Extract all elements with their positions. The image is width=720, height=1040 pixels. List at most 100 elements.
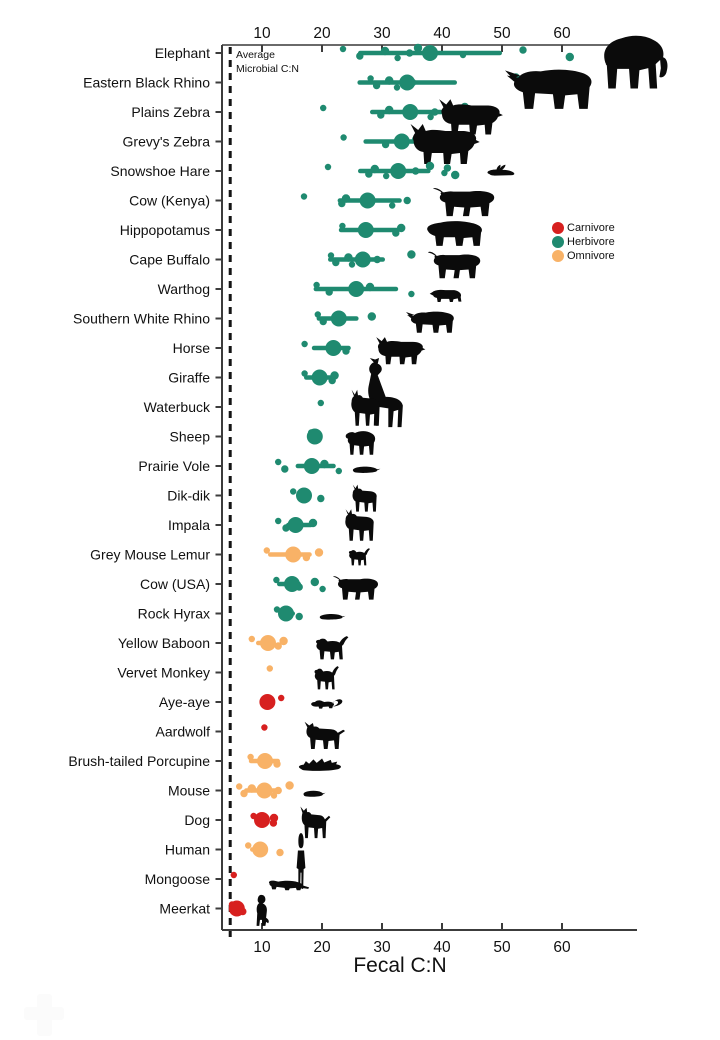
x-tick-label-bottom: 30: [373, 939, 391, 956]
row-label: Elephant: [155, 45, 210, 61]
x-tick-label-top: 20: [313, 25, 331, 42]
row-label: Mongoose: [145, 871, 211, 887]
data-point: [332, 258, 340, 267]
row-grevy-s-zebra: Grevy's Zebra: [123, 124, 480, 164]
data-point: [397, 223, 406, 233]
data-point: [372, 81, 381, 90]
data-point: [408, 290, 415, 298]
row-label: Aardwolf: [156, 724, 211, 740]
row-label: Sheep: [170, 429, 211, 445]
data-point: [385, 76, 394, 85]
data-point: [275, 517, 282, 525]
data-point: [275, 458, 282, 466]
mean-dot: [260, 635, 276, 651]
row-southern-white-rhino: Southern White Rhino: [73, 310, 454, 333]
data-point: [301, 370, 308, 377]
warthog-silhouette-icon: [429, 289, 462, 303]
data-point: [266, 665, 273, 672]
mean-dot: [393, 133, 410, 150]
data-point: [314, 311, 321, 318]
row-brush-tailed-porcupine: Brush-tailed Porcupine: [68, 753, 341, 771]
row-label: Prairie Vole: [138, 458, 210, 474]
data-point: [230, 871, 237, 879]
brush-tailed-porcupine-silhouette-icon: [298, 758, 341, 771]
row-dog: Dog: [184, 806, 331, 839]
data-point: [367, 75, 374, 82]
data-point: [319, 585, 326, 593]
vervet-monkey-silhouette-icon: [314, 666, 339, 690]
x-tick-label-bottom: 50: [493, 939, 511, 956]
data-point: [324, 163, 332, 171]
mean-dot: [330, 310, 347, 327]
plains-zebra-silhouette-icon: [439, 99, 503, 135]
herbivore-dot-icon: [552, 236, 564, 248]
row-label: Southern White Rhino: [73, 311, 210, 327]
x-tick-label-bottom: 60: [553, 939, 571, 956]
x-tick-label-bottom: 20: [313, 939, 331, 956]
data-point: [341, 194, 351, 203]
data-point: [381, 140, 390, 149]
data-point: [247, 753, 254, 761]
data-point: [317, 399, 324, 407]
mean-dot: [256, 782, 273, 799]
mean-dot: [287, 517, 304, 533]
data-point: [314, 548, 324, 557]
annotation-line2: Microbial C:N: [236, 62, 300, 75]
data-point: [302, 553, 311, 562]
data-point: [248, 635, 255, 643]
row-label: Aye-aye: [159, 694, 210, 710]
row-label: Dik-dik: [167, 488, 211, 504]
data-point: [459, 51, 467, 59]
row-hippopotamus: Hippopotamus: [120, 221, 482, 246]
data-point: [247, 784, 256, 793]
data-point: [385, 105, 394, 115]
data-point: [389, 202, 396, 209]
row-grey-mouse-lemur: Grey Mouse Lemur: [90, 546, 370, 566]
data-point: [380, 46, 390, 56]
grey-mouse-lemur-silhouette-icon: [348, 548, 370, 566]
data-point: [403, 196, 411, 205]
watermark-logo: [24, 1007, 64, 1020]
aye-aye-silhouette-icon: [311, 699, 343, 709]
mean-dot: [357, 222, 374, 238]
x-tick-label-bottom: 10: [253, 939, 271, 956]
row-label: Yellow Baboon: [118, 635, 210, 651]
data-point: [236, 783, 243, 790]
mean-dot: [285, 546, 302, 563]
data-point: [276, 848, 284, 857]
row-meerkat: Meerkat: [159, 894, 269, 926]
x-tick-label-top: 40: [433, 25, 451, 42]
cow-usa-silhouette-icon: [333, 576, 379, 600]
legend-item-carnivore: Carnivore: [552, 221, 615, 235]
data-point: [365, 170, 373, 178]
data-point: [427, 113, 434, 121]
mean-dot: [303, 458, 320, 474]
data-point: [313, 281, 320, 289]
data-point: [281, 465, 289, 473]
data-point: [278, 694, 285, 702]
dik-dik-silhouette-icon: [352, 484, 377, 512]
mean-dot: [259, 694, 276, 710]
x-tick-label-top: 60: [553, 25, 571, 42]
data-point: [320, 459, 329, 469]
row-label: Eastern Black Rhino: [83, 75, 210, 91]
data-point: [263, 547, 270, 554]
row-mongoose: Mongoose: [145, 871, 310, 891]
data-point: [285, 781, 294, 790]
data-point: [344, 253, 353, 262]
data-point: [300, 193, 308, 200]
data-point: [411, 167, 420, 175]
x-tick-label-bottom: 40: [433, 939, 451, 956]
row-sheep: Sheep: [170, 428, 376, 455]
x-tick-label-top: 30: [373, 25, 391, 42]
data-point: [405, 49, 414, 57]
row-label: Grey Mouse Lemur: [90, 547, 210, 563]
row-label: Rock Hyrax: [138, 606, 210, 622]
data-point: [451, 170, 460, 180]
horse-silhouette-icon: [376, 337, 426, 365]
human-silhouette-icon: [296, 833, 306, 889]
row-label: Brush-tailed Porcupine: [68, 753, 210, 769]
data-point: [325, 288, 333, 296]
